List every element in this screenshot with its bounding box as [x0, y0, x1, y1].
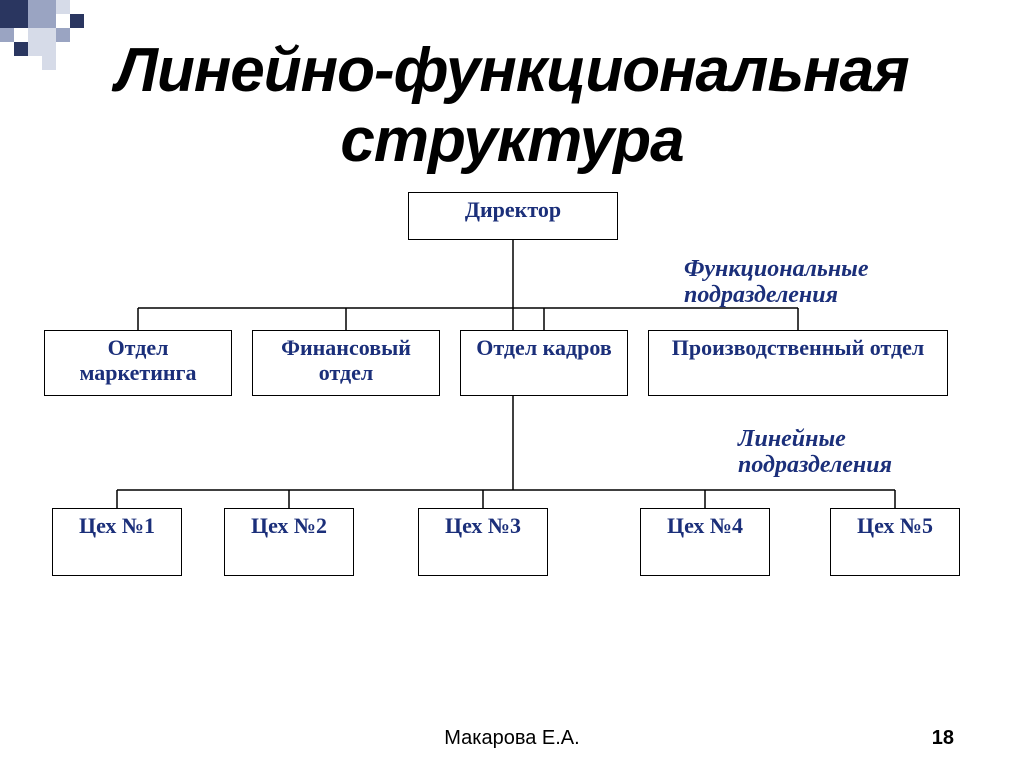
node-department-2-label: Отдел кадров [476, 335, 611, 360]
annotation-linear: Линейные подразделения [738, 426, 892, 479]
node-workshop-4: Цех №5 [830, 508, 960, 576]
annotation-functional: Функциональные подразделения [684, 256, 868, 309]
node-department-3: Производственный отдел [648, 330, 948, 396]
footer-author: Макарова Е.А. [0, 727, 1024, 750]
slide-title-line2: структура [0, 108, 1024, 173]
node-department-0-label: Отдел маркетинга [49, 335, 227, 386]
node-department-1-label: Финансовый отдел [257, 335, 435, 386]
annotation-linear-line2: подразделения [738, 452, 892, 478]
footer-page-number: 18 [932, 727, 954, 750]
slide-title-line1: Линейно-функциональная [0, 38, 1024, 103]
node-department-2: Отдел кадров [460, 330, 628, 396]
annotation-linear-line1: Линейные [738, 426, 846, 452]
node-workshop-2-label: Цех №3 [445, 513, 521, 538]
node-workshop-4-label: Цех №5 [857, 513, 933, 538]
node-department-0: Отдел маркетинга [44, 330, 232, 396]
node-workshop-1: Цех №2 [224, 508, 354, 576]
node-workshop-3-label: Цех №4 [667, 513, 743, 538]
node-director: Директор [408, 192, 618, 240]
node-director-label: Директор [465, 197, 561, 222]
annotation-functional-line2: подразделения [684, 282, 838, 308]
node-workshop-0: Цех №1 [52, 508, 182, 576]
node-department-3-label: Производственный отдел [672, 335, 924, 360]
node-workshop-1-label: Цех №2 [251, 513, 327, 538]
node-workshop-3: Цех №4 [640, 508, 770, 576]
node-workshop-0-label: Цех №1 [79, 513, 155, 538]
annotation-functional-line1: Функциональные [684, 256, 868, 282]
node-workshop-2: Цех №3 [418, 508, 548, 576]
node-department-1: Финансовый отдел [252, 330, 440, 396]
